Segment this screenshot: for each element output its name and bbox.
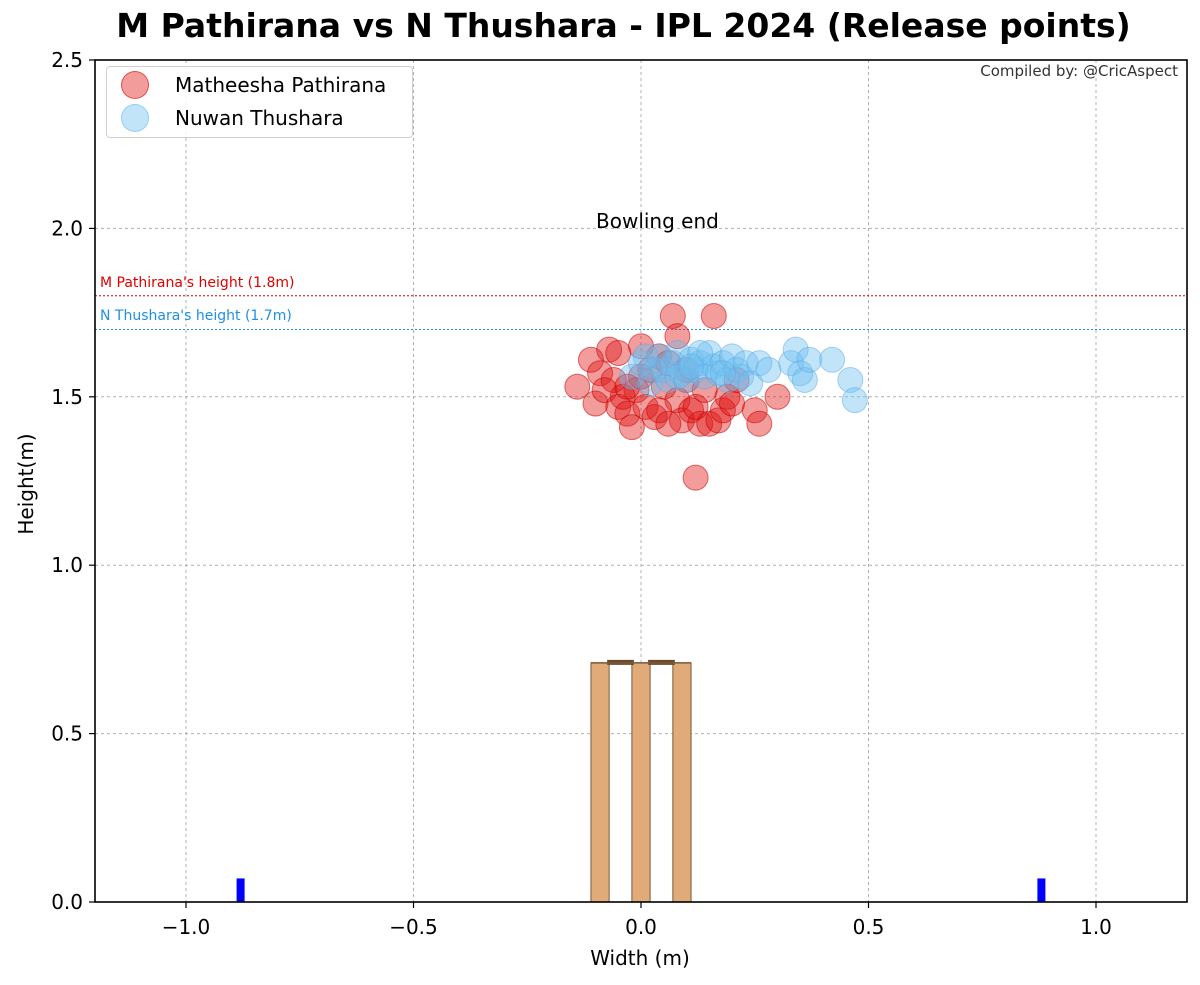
y-tick-label-4: 2.0 xyxy=(51,216,83,240)
pathirana-point-40 xyxy=(646,397,673,424)
pathirana-point-0 xyxy=(564,373,591,400)
y-tick-label-0: 0.0 xyxy=(51,890,83,914)
y-tick-label-3: 1.5 xyxy=(51,385,83,409)
thushara-point-23 xyxy=(737,370,764,397)
bowling-end-annotation: Bowling end xyxy=(596,209,719,233)
thushara-point-39 xyxy=(678,353,705,380)
x-tick-label-4: 1.0 xyxy=(1080,915,1112,939)
stump-3 xyxy=(672,662,692,903)
thushara-point-24 xyxy=(746,350,773,377)
thushara-height-label: N Thushara's height (1.7m) xyxy=(100,308,292,324)
thushara-point-25 xyxy=(755,356,782,383)
pathirana-marker-icon xyxy=(121,71,149,99)
x-tick-label-0: −1.0 xyxy=(162,915,211,939)
axis-ticks: −1.0 −0.5 0.0 0.5 1.0 0.0 0.5 1.0 1.5 2.0 2.5 xyxy=(51,48,1112,939)
thushara-point-7 xyxy=(664,340,691,367)
pathirana-point-36 xyxy=(746,410,773,437)
thushara-point-31 xyxy=(819,346,846,373)
pathirana-point-25 xyxy=(682,464,709,491)
pathirana-point-10 xyxy=(618,414,645,441)
pathirana-height-label: M Pathirana's height (1.8m) xyxy=(100,275,295,291)
thushara-point-38 xyxy=(632,343,659,370)
thushara-point-28 xyxy=(787,360,814,387)
thushara-marker-icon xyxy=(121,104,149,132)
legend-label-thushara: Nuwan Thushara xyxy=(175,106,344,130)
x-tick-label-3: 0.5 xyxy=(853,915,885,939)
pathirana-point-2 xyxy=(582,390,609,417)
y-tick-label-2: 1.0 xyxy=(51,553,83,577)
thushara-point-32 xyxy=(837,366,864,393)
stumps-group xyxy=(590,659,692,903)
legend-item-thushara: Nuwan Thushara xyxy=(121,102,344,134)
pathirana-point-4 xyxy=(587,360,614,387)
stump-2 xyxy=(631,662,651,903)
thushara-point-35 xyxy=(664,363,691,390)
pathirana-point-24 xyxy=(678,397,705,424)
y-tick-label-1: 0.5 xyxy=(51,722,83,746)
pathirana-point-38 xyxy=(605,340,632,367)
height-reference-lines xyxy=(95,295,1187,330)
thushara-point-17 xyxy=(709,350,736,377)
credit-text: Compiled by: @CricAspect xyxy=(980,62,1178,80)
x-axis-label: Width (m) xyxy=(590,946,690,970)
thushara-point-37 xyxy=(709,360,736,387)
crease-markers xyxy=(236,878,1046,902)
thushara-point-33 xyxy=(841,387,868,414)
crease-marker-2 xyxy=(1037,878,1046,902)
pathirana-point-44 xyxy=(682,393,709,420)
thushara-point-30 xyxy=(796,346,823,373)
thushara-point-36 xyxy=(687,340,714,367)
thushara-point-29 xyxy=(791,366,818,393)
x-tick-label-2: 0.0 xyxy=(625,915,657,939)
crease-marker-1 xyxy=(236,878,245,902)
pathirana-point-33 xyxy=(719,390,745,417)
pathirana-point-15 xyxy=(641,404,668,431)
pathirana-point-29 xyxy=(700,302,727,329)
y-axis-label: Height(m) xyxy=(14,433,38,535)
legend-item-pathirana: Matheesha Pathirana xyxy=(121,69,386,101)
chart-title: M Pathirana vs N Thushara - IPL 2024 (Re… xyxy=(116,6,1131,45)
pathirana-point-37 xyxy=(764,383,791,410)
thushara-point-27 xyxy=(782,336,809,363)
scatter-points xyxy=(564,302,868,491)
legend-label-pathirana: Matheesha Pathirana xyxy=(175,73,387,97)
pathirana-point-19 xyxy=(659,302,686,329)
y-tick-label-5: 2.5 xyxy=(51,48,83,72)
pathirana-point-43 xyxy=(655,410,682,437)
x-tick-label-1: −0.5 xyxy=(389,915,438,939)
legend: Matheesha Pathirana Nuwan Thushara xyxy=(106,66,413,138)
stump-1 xyxy=(590,662,610,903)
